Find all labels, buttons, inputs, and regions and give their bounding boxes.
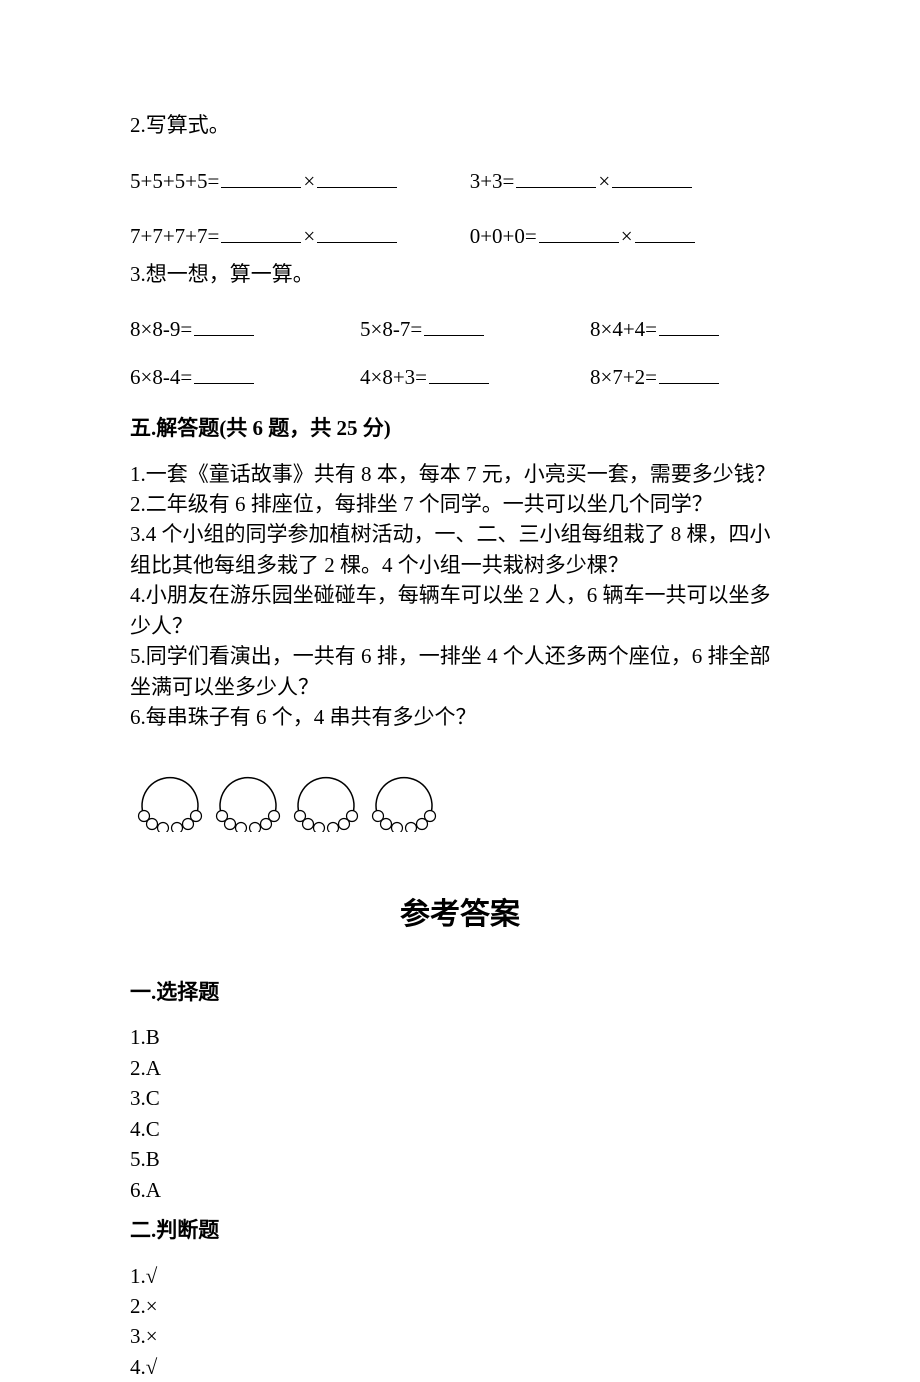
blank (317, 221, 397, 243)
eq-b-left-lhs: 7+7+7+7= (130, 224, 219, 248)
eq-a-right-lhs: 3+3= (470, 169, 515, 193)
blank (659, 362, 719, 384)
calc-cell: 5×8-7= (360, 314, 590, 346)
equation-row-b: 7+7+7+7= × 0+0+0= × (130, 221, 790, 253)
word-problem: 1.一套《童话故事》共有 8 本，每本 7 元，小亮买一套，需要多少钱？ (130, 459, 790, 489)
calc-cell: 8×4+4= (590, 314, 721, 346)
choice-answer: 6.A (130, 1175, 790, 1205)
word-problem: 5.同学们看演出，一共有 6 排，一排坐 4 个人还多两个座位，6 排全部坐满可… (130, 641, 790, 702)
eq-a-left-op: × (303, 169, 315, 193)
blank (221, 221, 301, 243)
calc-text: 4×8+3= (360, 365, 427, 389)
eq-b-right-op: × (621, 224, 633, 248)
calc-row-1: 6×8-4= 4×8+3= 8×7+2= (130, 362, 790, 394)
eq-b-left-op: × (303, 224, 315, 248)
choice-answer: 1.B (130, 1022, 790, 1052)
question-3-label: 3.想一想，算一算。 (130, 259, 790, 291)
answer-title: 参考答案 (130, 892, 790, 937)
calc-text: 6×8-4= (130, 365, 192, 389)
eq-a-right-op: × (598, 169, 610, 193)
word-problem: 4.小朋友在游乐园坐碰碰车，每辆车可以坐 2 人，6 辆车一共可以坐多少人？ (130, 580, 790, 641)
eq-a-left-lhs: 5+5+5+5= (130, 169, 219, 193)
blank (635, 221, 695, 243)
answer-section-2-title: 二.判断题 (130, 1215, 790, 1247)
judge-answer: 3.× (130, 1321, 790, 1351)
calc-text: 5×8-7= (360, 317, 422, 341)
calc-cell: 8×8-9= (130, 314, 360, 346)
section-5-title: 五.解答题(共 6 题，共 25 分) (130, 413, 790, 445)
blank (612, 166, 692, 188)
blank (424, 314, 484, 336)
beads-svg (130, 762, 450, 832)
choice-answer: 4.C (130, 1114, 790, 1144)
question-2-label: 2.写算式。 (130, 110, 790, 142)
choice-answer: 2.A (130, 1053, 790, 1083)
blank (221, 166, 301, 188)
choice-answer: 3.C (130, 1083, 790, 1113)
blank (429, 362, 489, 384)
eq-b-right-lhs: 0+0+0= (470, 224, 537, 248)
beads-figure (130, 762, 790, 842)
calc-text: 8×7+2= (590, 365, 657, 389)
choice-answer: 5.B (130, 1144, 790, 1174)
calc-cell: 4×8+3= (360, 362, 590, 394)
word-problem: 3.4 个小组的同学参加植树活动，一、二、三小组每组栽了 8 棵，四小组比其他每… (130, 519, 790, 580)
blank (659, 314, 719, 336)
judge-answer: 2.× (130, 1291, 790, 1321)
calc-row-0: 8×8-9= 5×8-7= 8×4+4= (130, 314, 790, 346)
judge-answer: 1.√ (130, 1261, 790, 1291)
blank (516, 166, 596, 188)
judge-answer: 4.√ (130, 1352, 790, 1382)
calc-cell: 6×8-4= (130, 362, 360, 394)
calc-cell: 8×7+2= (590, 362, 721, 394)
page: 2.写算式。 5+5+5+5= × 3+3= × 7+7+7+7= × 0+0+0= ×… (0, 0, 920, 1302)
blank (194, 314, 254, 336)
blank (317, 166, 397, 188)
word-problem: 2.二年级有 6 排座位，每排坐 7 个同学。一共可以坐几个同学？ (130, 489, 790, 519)
equation-row-a: 5+5+5+5= × 3+3= × (130, 166, 790, 198)
blank (194, 362, 254, 384)
answer-section-1-title: 一.选择题 (130, 977, 790, 1009)
calc-text: 8×4+4= (590, 317, 657, 341)
word-problem: 6.每串珠子有 6 个，4 串共有多少个？ (130, 702, 790, 732)
blank (539, 221, 619, 243)
calc-text: 8×8-9= (130, 317, 192, 341)
